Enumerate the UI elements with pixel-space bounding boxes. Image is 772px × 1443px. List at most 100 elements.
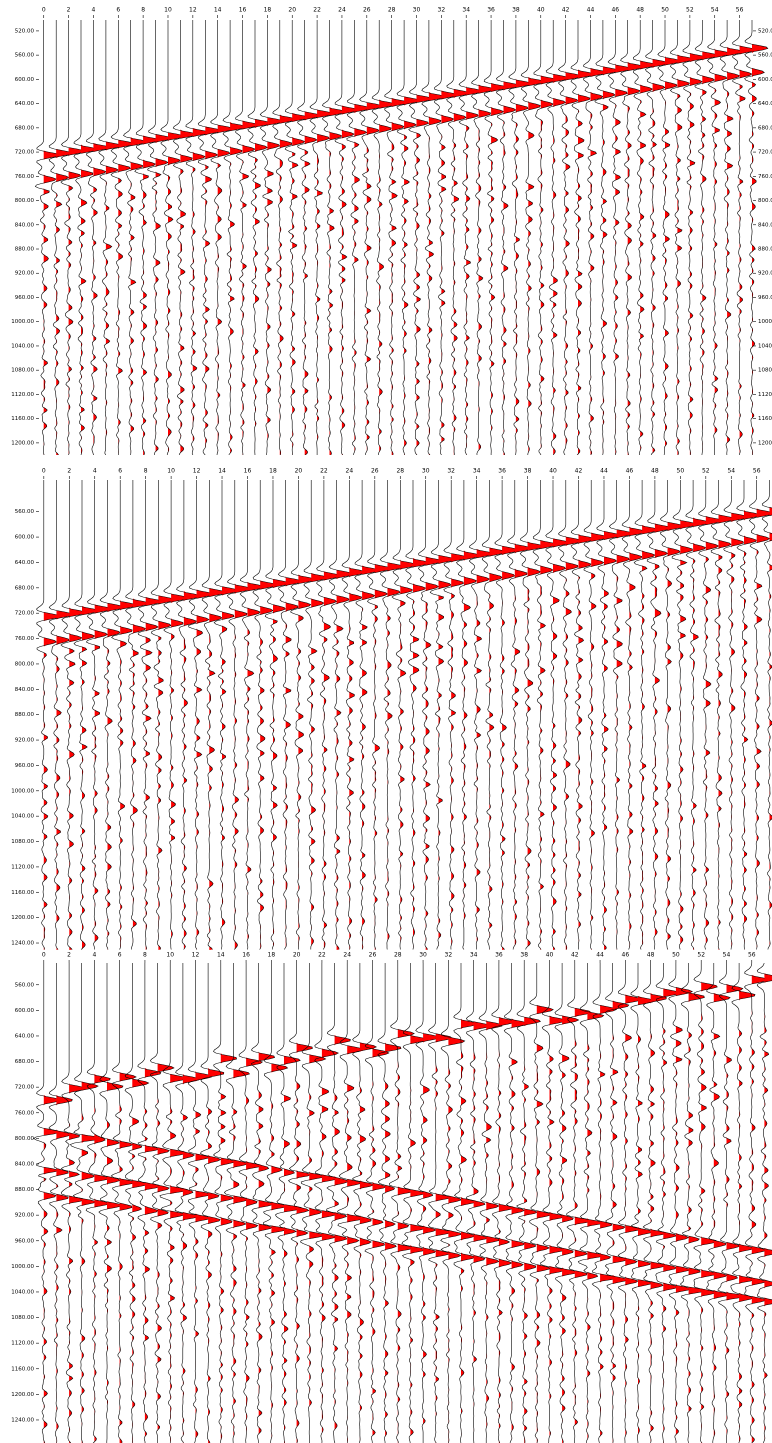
trace-fill — [587, 963, 604, 1443]
trace — [418, 480, 443, 950]
trace-fill — [515, 20, 532, 455]
trace-fill — [258, 963, 275, 1443]
trace-fill — [764, 963, 772, 1443]
y-tick-label: 840.00 — [15, 1161, 35, 1167]
trace-fill — [602, 20, 619, 455]
x-tick-label: 44 — [596, 952, 604, 959]
y-tick-label: 560.00 — [15, 509, 35, 515]
x-tick-label: 14 — [217, 952, 225, 959]
y-tick-label: 1160.00 — [11, 890, 34, 896]
trace-fill — [220, 963, 237, 1443]
y-tick-label: 880.00 — [15, 1187, 35, 1193]
trace — [468, 480, 494, 950]
trace — [377, 963, 402, 1443]
trace-fill — [157, 963, 174, 1443]
traces — [34, 20, 769, 455]
trace — [134, 20, 161, 455]
trace — [508, 20, 532, 455]
trace — [659, 480, 685, 950]
trace — [201, 480, 227, 950]
x-tick-label: 42 — [575, 468, 583, 475]
y-tick-label: 640.00 — [15, 101, 35, 107]
trace — [491, 963, 516, 1443]
x-tick-label: 44 — [587, 7, 595, 14]
y-tick-label: 800.00 — [758, 198, 772, 204]
trace-fill — [132, 480, 150, 950]
x-tick-label: 28 — [394, 952, 402, 959]
trace — [264, 480, 291, 950]
x-tick-label: 48 — [651, 468, 659, 475]
x-tick-label: 50 — [677, 468, 685, 475]
trace — [646, 480, 673, 950]
trace-fill — [132, 963, 149, 1443]
trace — [176, 480, 201, 950]
x-tick-label: 18 — [269, 468, 277, 475]
trace — [73, 20, 98, 455]
trace-fill — [107, 480, 124, 950]
x-tick-label: 10 — [164, 7, 172, 14]
trace — [213, 480, 239, 950]
trace-fill — [751, 963, 768, 1443]
trace-fill — [565, 480, 582, 950]
trace-fill — [428, 20, 445, 455]
x-tick-label: 16 — [244, 468, 252, 475]
trace-fill — [600, 963, 618, 1443]
trace-fill — [196, 480, 213, 950]
trace — [188, 480, 214, 950]
trace-fill — [130, 20, 147, 455]
y-tick-label: 640.00 — [758, 101, 772, 107]
trace-fill — [461, 963, 477, 1443]
y-tick-label: 680.00 — [15, 585, 35, 591]
trace — [85, 480, 113, 950]
panel: 0 2 4 6 8 10 12 14 16 18 20 22 24 26 28 30 32 34 36 38 40 42 4… — [11, 468, 772, 950]
x-tick-label: 4 — [92, 7, 96, 14]
trace-fill — [205, 20, 222, 455]
x-tick-label: 8 — [144, 468, 148, 475]
trace-fill — [527, 480, 544, 950]
x-tick-label: 28 — [388, 7, 396, 14]
trace-fill — [642, 480, 659, 950]
x-tick-label: 12 — [192, 952, 200, 959]
x-tick-label: 10 — [166, 952, 174, 959]
trace — [391, 480, 417, 950]
y-tick-label: 920.00 — [758, 271, 772, 277]
trace-fill — [209, 480, 226, 950]
trace — [545, 480, 571, 950]
trace — [668, 963, 693, 1443]
trace — [756, 963, 772, 1443]
trace — [655, 963, 681, 1443]
y-tick-label: 1040.00 — [758, 343, 772, 349]
trace — [682, 20, 707, 455]
x-tick-label: 10 — [167, 468, 175, 475]
trace-fill — [578, 480, 595, 950]
trace — [159, 963, 188, 1443]
trace — [557, 480, 583, 950]
y-tick-label: 1120.00 — [758, 392, 772, 398]
trace-fill — [650, 963, 667, 1443]
trace — [277, 480, 303, 950]
trace — [723, 480, 749, 950]
trace — [620, 20, 645, 455]
trace — [465, 963, 491, 1443]
trace-fill — [511, 963, 528, 1443]
x-tick-label: 24 — [343, 952, 351, 959]
trace — [632, 20, 658, 455]
trace-fill — [502, 480, 519, 950]
y-tick-label: 840.00 — [15, 222, 35, 228]
trace — [520, 20, 545, 455]
trace — [300, 963, 327, 1443]
y-tick-label: 560.00 — [15, 982, 35, 988]
trace — [316, 480, 342, 950]
trace — [405, 480, 430, 950]
x-tick-label: 8 — [143, 952, 147, 959]
y-tick-label: 680.00 — [15, 1059, 35, 1065]
y-tick-label: 1240.00 — [11, 1417, 34, 1423]
y-tick-label: 800.00 — [15, 661, 35, 667]
trace-fill — [616, 480, 633, 950]
trace — [328, 480, 354, 950]
trace — [163, 480, 188, 950]
trace — [540, 963, 566, 1443]
trace — [596, 480, 622, 950]
x-tick-label: 44 — [600, 468, 608, 475]
